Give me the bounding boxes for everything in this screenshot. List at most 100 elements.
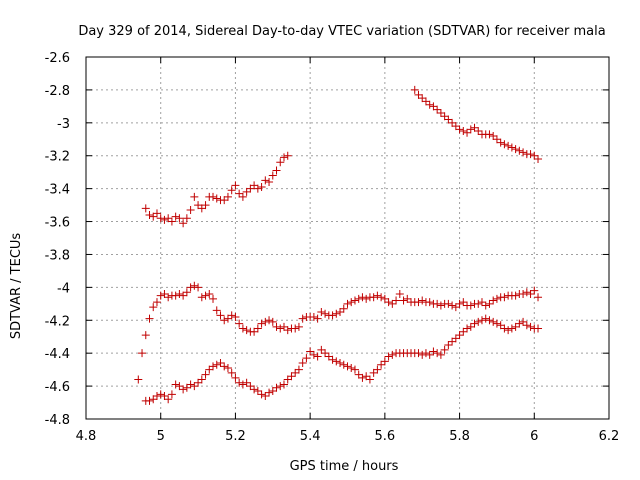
data-point <box>201 291 210 300</box>
data-point <box>242 378 251 387</box>
data-point <box>485 299 494 308</box>
data-point <box>156 214 165 223</box>
data-point <box>451 303 460 312</box>
data-point <box>418 94 427 103</box>
data-point <box>433 299 442 308</box>
data-point <box>167 217 176 226</box>
y-tick-label: -2.6 <box>45 51 70 66</box>
data-point <box>242 326 251 335</box>
data-point <box>294 365 303 374</box>
data-point <box>373 365 382 374</box>
data-point <box>425 298 434 307</box>
data-point <box>265 316 274 325</box>
data-point <box>298 314 307 323</box>
data-point <box>466 125 475 134</box>
data-point <box>313 314 322 323</box>
data-point <box>287 372 296 381</box>
y-tick-label: -2.8 <box>45 84 70 99</box>
data-point <box>328 311 337 320</box>
data-point <box>477 298 486 307</box>
data-point <box>216 359 225 368</box>
data-point <box>362 294 371 303</box>
data-point <box>272 322 281 331</box>
data-point <box>511 322 520 331</box>
data-point <box>164 293 173 302</box>
x-tick-label: 5.6 <box>375 429 396 444</box>
data-point <box>171 212 180 221</box>
data-point <box>317 345 326 354</box>
y-tick-label: -3.6 <box>45 216 70 231</box>
data-point <box>279 322 288 331</box>
data-point <box>238 324 247 333</box>
data-point <box>186 206 195 215</box>
data-point <box>197 293 206 302</box>
data-point <box>227 311 236 320</box>
data-point <box>492 319 501 328</box>
y-tick-label: -3.8 <box>45 248 70 263</box>
data-point <box>186 380 195 389</box>
data-point <box>134 375 143 384</box>
data-point <box>414 90 423 99</box>
data-point <box>369 368 378 377</box>
data-point <box>436 350 445 359</box>
data-point <box>336 308 345 317</box>
data-point <box>291 368 300 377</box>
x-tick-label: 5.4 <box>300 429 321 444</box>
data-point <box>141 331 150 340</box>
data-point <box>291 324 300 333</box>
data-point <box>220 196 229 205</box>
data-point <box>534 155 543 164</box>
data-point <box>253 324 262 333</box>
data-point <box>507 324 516 333</box>
data-point <box>492 135 501 144</box>
data-point <box>212 360 221 369</box>
data-point <box>242 187 251 196</box>
data-point <box>470 319 479 328</box>
data-point <box>530 286 539 295</box>
data-point <box>265 178 274 187</box>
data-point <box>448 301 457 310</box>
data-point <box>175 289 184 298</box>
data-point <box>500 293 509 302</box>
data-point <box>369 293 378 302</box>
data-point <box>179 385 188 394</box>
data-point <box>253 387 262 396</box>
data-point <box>190 281 199 290</box>
data-point <box>209 192 218 201</box>
data-point <box>268 387 277 396</box>
grid-lines <box>86 57 609 419</box>
data-point <box>152 298 161 307</box>
data-point <box>201 201 210 210</box>
data-point <box>212 306 221 315</box>
data-point <box>164 395 173 404</box>
data-point <box>489 317 498 326</box>
data-point <box>265 388 274 397</box>
y-tick-label: -3.2 <box>45 150 70 165</box>
data-point <box>276 382 285 391</box>
data-point <box>227 186 236 195</box>
data-point <box>261 317 270 326</box>
data-point <box>347 363 356 372</box>
data-point <box>283 375 292 384</box>
data-point <box>425 100 434 109</box>
data-point <box>384 352 393 361</box>
data-point <box>515 319 524 328</box>
data-point <box>459 327 468 336</box>
data-point <box>429 102 438 111</box>
data-point <box>238 380 247 389</box>
data-point <box>145 210 154 219</box>
y-tick-label: -4.6 <box>45 380 70 395</box>
data-point <box>238 192 247 201</box>
data-point <box>197 375 206 384</box>
data-point <box>519 317 528 326</box>
data-point <box>362 372 371 381</box>
data-point <box>197 204 206 213</box>
data-point <box>496 138 505 147</box>
data-points <box>134 85 543 405</box>
data-point <box>152 391 161 400</box>
data-point <box>504 326 513 335</box>
x-tick-label: 4.8 <box>76 429 97 444</box>
data-point <box>466 322 475 331</box>
data-point <box>182 214 191 223</box>
